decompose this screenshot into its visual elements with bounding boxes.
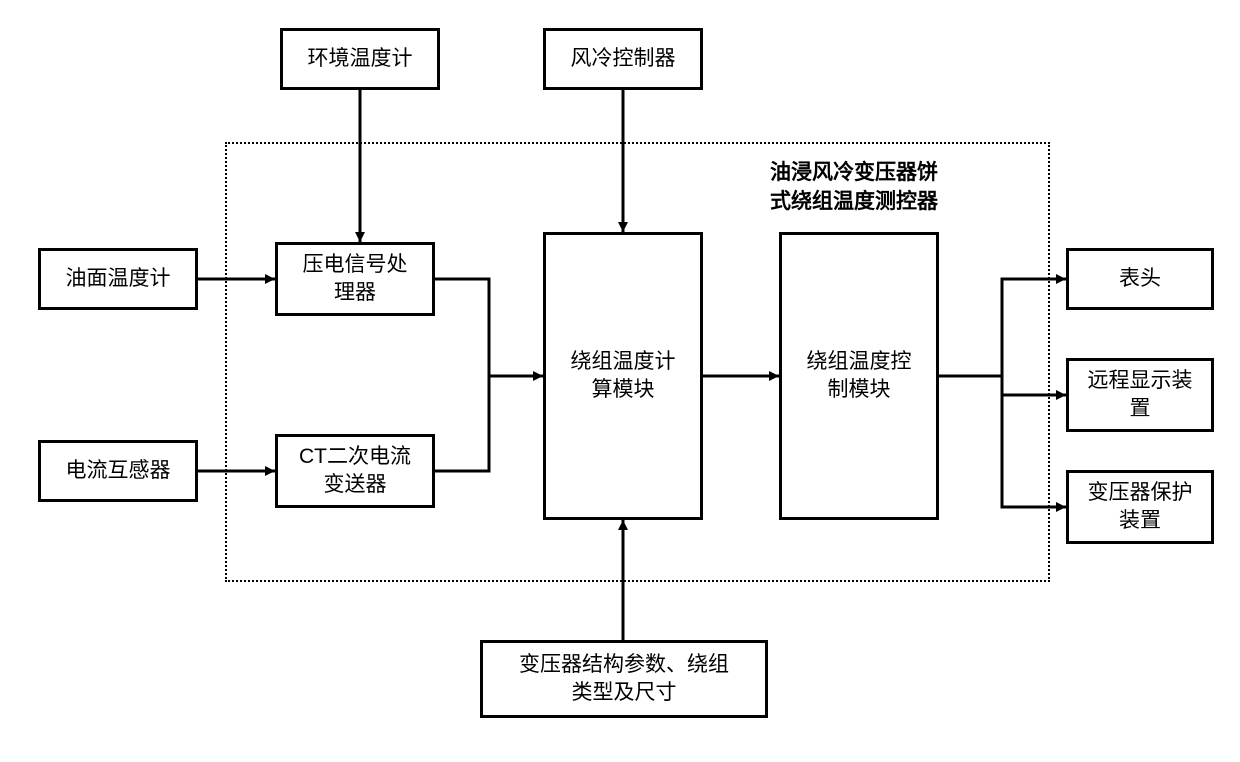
ct-secondary-transmitter: CT二次电流变送器 (275, 434, 435, 508)
label: 风冷控制器 (571, 45, 676, 73)
env-thermometer: 环境温度计 (280, 28, 440, 90)
controller-title: 油浸风冷变压器饼 式绕组温度测控器 (770, 158, 938, 217)
label: 环境温度计 (308, 45, 413, 73)
meter-head: 表头 (1066, 248, 1214, 310)
transformer-params: 变压器结构参数、绕组类型及尺寸 (480, 640, 768, 718)
label: CT二次电流变送器 (299, 443, 411, 500)
remote-display: 远程显示装置 (1066, 358, 1214, 432)
oil-thermometer: 油面温度计 (38, 248, 198, 310)
label: 表头 (1119, 265, 1161, 293)
label: 压电信号处理器 (303, 251, 408, 308)
label: 电流互感器 (66, 457, 171, 485)
title-line2: 式绕组温度测控器 (770, 190, 938, 213)
label: 变压器保护装置 (1088, 479, 1193, 536)
label: 油面温度计 (66, 265, 171, 293)
label: 远程显示装置 (1088, 367, 1193, 424)
piezo-signal-processor: 压电信号处理器 (275, 242, 435, 316)
current-transformer: 电流互感器 (38, 440, 198, 502)
label: 绕组温度计算模块 (571, 348, 676, 405)
winding-temp-ctrl-module: 绕组温度控制模块 (779, 232, 939, 520)
transformer-protection: 变压器保护装置 (1066, 470, 1214, 544)
label: 绕组温度控制模块 (807, 348, 912, 405)
air-cooling-controller: 风冷控制器 (543, 28, 703, 90)
label: 变压器结构参数、绕组类型及尺寸 (519, 651, 729, 708)
winding-temp-calc-module: 绕组温度计算模块 (543, 232, 703, 520)
title-line1: 油浸风冷变压器饼 (770, 161, 938, 184)
